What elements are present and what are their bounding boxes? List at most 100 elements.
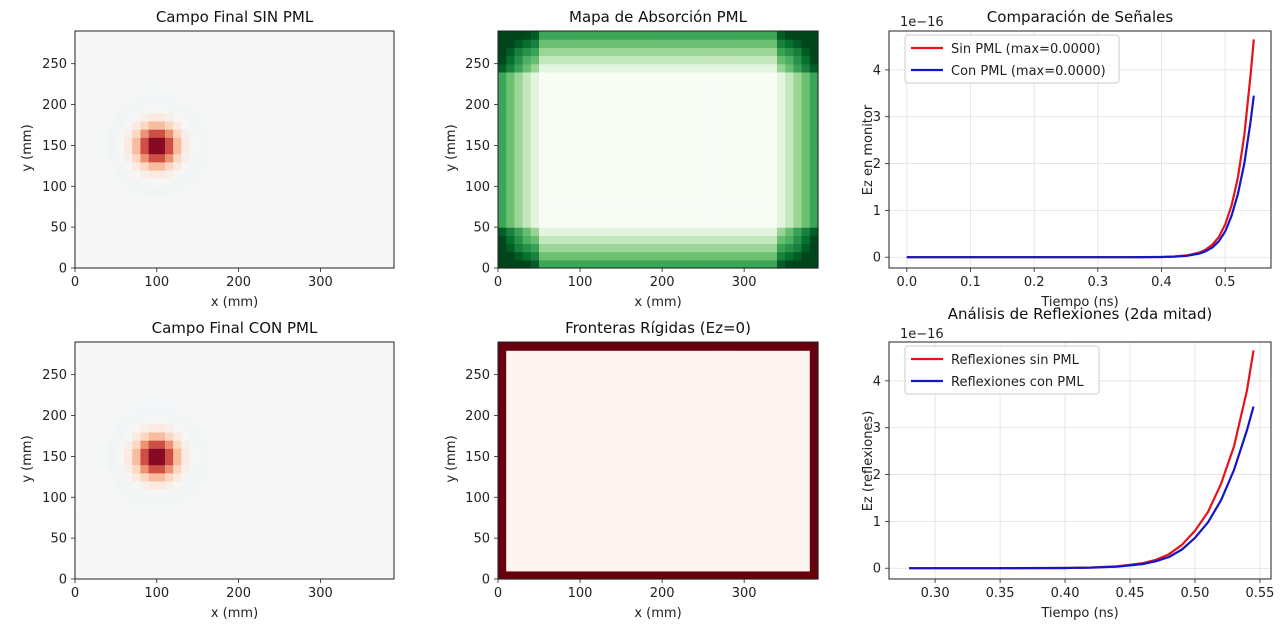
p5-cell [760,358,770,368]
p1-cell [107,39,117,48]
p1-cell [287,71,297,81]
p4-cell [115,472,125,482]
p5-cell [703,382,712,392]
p2-cell [514,96,524,106]
p5-cell [768,440,778,449]
p2-cell [555,39,565,48]
p2-cell [530,243,540,253]
p2-cell [801,47,811,57]
p2-cell [555,47,565,57]
p5-cell [539,538,548,547]
p5-cell [735,366,745,376]
p1-cell [385,194,395,204]
p4-cell [263,570,272,580]
p4-cell [320,350,330,359]
p1-cell [107,243,117,253]
p1-cell [320,194,330,204]
p2-cell [801,104,811,114]
p5-cell [596,366,606,376]
p2-cell [498,31,507,40]
p1-cell [181,137,191,147]
p1-cell [336,218,346,228]
p5-cell [621,456,630,466]
p5-cell [752,350,762,359]
p4-cell [369,431,379,441]
p1-cell [205,259,215,269]
p4-cell [271,374,281,384]
p5-cell [547,391,557,400]
p2-cell [563,194,573,204]
p1-cell [164,161,174,171]
p5-cell [768,546,778,556]
p5-cell [514,472,524,482]
p5-cell [612,382,622,392]
p5-cell [653,472,663,482]
p1-cell [132,47,142,57]
p5-cell [547,497,557,507]
p5-cell [563,538,573,547]
p4-cell [181,382,191,392]
p1-cell [99,112,109,122]
p2-cell [588,218,598,228]
p5-cell [752,538,762,547]
p4-cell [246,546,256,556]
p1-cell [156,120,166,130]
p5-cell [547,464,557,474]
p2-cell [563,202,573,212]
p1-cell [328,80,338,89]
p4-cell [328,464,338,474]
p2-cell [703,88,712,97]
p4-cell [369,407,379,417]
p1-cell [83,112,92,122]
p1-cell [156,39,166,48]
p4-cell [230,538,240,547]
p4-cell [304,513,313,523]
p2-cell [506,259,516,269]
p4-cell [83,374,92,384]
p4-cell [197,497,207,507]
p2-cell [678,63,688,73]
p1-cell [263,210,272,220]
p1-cell [279,112,289,122]
p5-cell [727,570,737,580]
p5-cell [580,382,589,392]
p5-cell [571,456,581,466]
p5-ytick-label-4: 200 [465,409,490,424]
p2-cell [604,80,614,89]
p4-cell [295,570,305,580]
p2-cell [539,47,548,57]
p5-cell [694,431,704,441]
p2-cell [539,55,548,65]
p2-cell [621,55,630,65]
p2-cell [662,31,671,40]
p1-cell [173,137,182,147]
p4-cell [238,521,248,531]
p1-cell [189,96,199,106]
p2-cell [530,235,540,245]
p1-cell [295,80,305,89]
p5-cell [506,350,516,359]
p4-cell [254,423,264,433]
p1-cell [238,202,248,212]
p4-cell [91,554,101,564]
p5-cell [768,456,778,466]
p5-cell [571,529,581,539]
p5-cell [719,554,729,564]
p1-cell [336,39,346,48]
p5-cell [629,342,639,351]
p4-cell [344,538,354,547]
p1-cell [344,39,354,48]
p1-cell [83,259,92,269]
p1-cell [361,31,371,40]
p2-cell [670,161,680,171]
p1-cell [312,153,321,163]
p1-cell [369,63,379,73]
p1-cell [271,145,281,155]
p5-cell [694,350,704,359]
p1-cell [132,71,142,81]
p4-cell [132,407,142,417]
p1-cell [254,31,264,40]
p2-cell [768,120,778,130]
p1-cell [214,96,223,106]
panel6-legend-label-2: Reflexiones con PML [951,375,1084,390]
